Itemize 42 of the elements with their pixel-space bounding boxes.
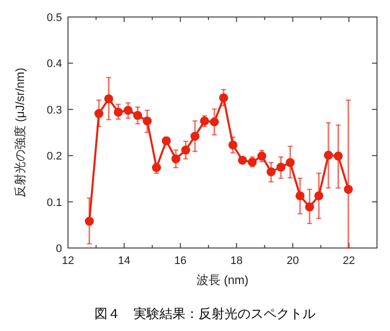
x-tick-label: 16: [174, 255, 186, 267]
x-axis-title: 波長 (nm): [196, 273, 248, 287]
point: [248, 158, 257, 167]
point: [171, 154, 180, 164]
y-tick-label: 0.3: [46, 104, 62, 116]
point: [190, 132, 200, 141]
point: [334, 152, 343, 161]
point: [266, 167, 276, 176]
point: [324, 150, 333, 160]
point: [84, 216, 94, 226]
y-tick-label: 0.2: [46, 150, 62, 163]
y-tick-label: 0.4: [46, 58, 62, 70]
point: [305, 202, 314, 212]
point: [124, 106, 133, 115]
y-tick-label: 0.5: [46, 12, 62, 24]
y-tick-label: 0.1: [46, 196, 62, 209]
point: [104, 94, 114, 104]
point: [257, 152, 266, 161]
point: [296, 191, 305, 200]
point: [286, 158, 295, 168]
point: [344, 184, 353, 194]
x-tick-label: 18: [230, 255, 243, 267]
point: [314, 191, 324, 200]
point: [152, 163, 161, 172]
point: [142, 116, 152, 126]
y-tick-label: 0: [56, 243, 62, 255]
point: [219, 93, 228, 102]
point: [238, 156, 247, 165]
point: [210, 117, 219, 126]
point: [133, 110, 142, 120]
x-tick-label: 20: [286, 255, 299, 267]
point: [114, 108, 123, 117]
point: [276, 162, 286, 172]
x-tick-label: 14: [118, 255, 130, 267]
point: [94, 109, 104, 118]
point: [228, 140, 238, 150]
x-tick-label: 12: [62, 255, 74, 267]
x-tick-label: 22: [342, 255, 356, 267]
text: 図４ 実験結果：反射光のスペクトル: [94, 306, 316, 321]
y-axis-title: 反射光の強度 (μJ/sr/nm): [13, 68, 27, 198]
point: [200, 116, 210, 126]
point: [181, 146, 190, 155]
